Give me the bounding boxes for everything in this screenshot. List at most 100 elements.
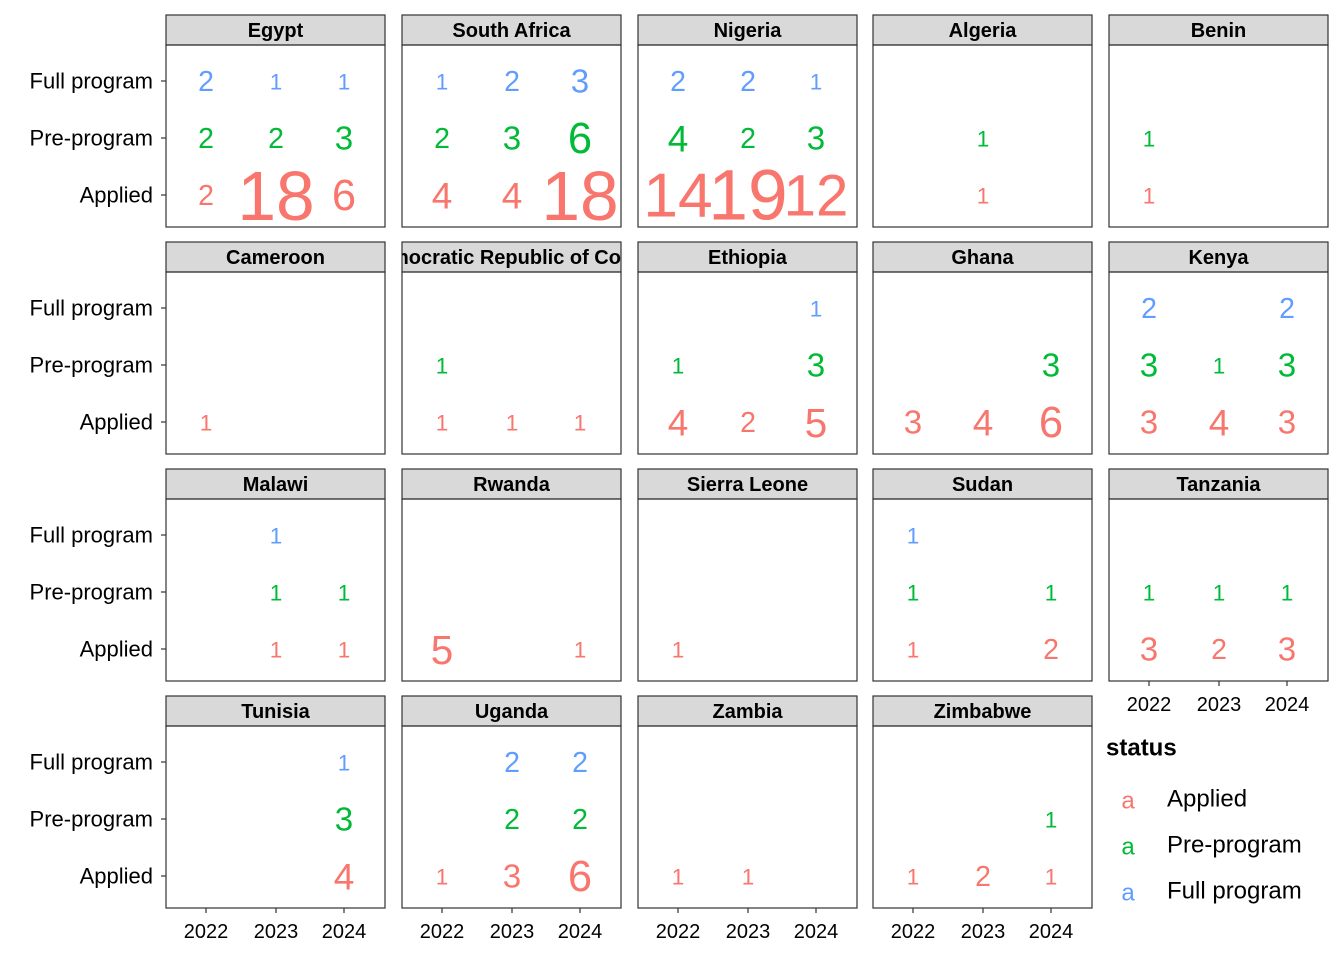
strip [1108, 241, 1329, 273]
value-label: 3 [335, 121, 353, 158]
value-label: 2 [504, 804, 520, 836]
value-label: 1 [672, 354, 685, 379]
value-label: 1 [338, 70, 351, 95]
value-label: 3 [807, 121, 825, 158]
value-label: 3 [1042, 348, 1060, 385]
value-label: 19 [708, 157, 787, 236]
y-tick-label: Pre-program [30, 580, 153, 605]
x-tick-label: 2023 [961, 921, 1006, 943]
y-tick-label: Full program [30, 69, 153, 94]
strip-title: Egypt [248, 20, 304, 42]
value-label: 4 [668, 403, 689, 444]
strip-title: Ghana [951, 247, 1014, 269]
x-tick-label: 2024 [558, 921, 603, 943]
strip [401, 695, 622, 727]
legend-title: status [1106, 735, 1177, 762]
value-label: 2 [1279, 293, 1295, 325]
value-label: 2 [740, 66, 756, 98]
value-label: 4 [668, 119, 689, 160]
value-label: 1 [907, 581, 920, 606]
value-label: 1 [1281, 581, 1294, 606]
value-label: 6 [332, 172, 356, 220]
x-tick-label: 2022 [420, 921, 465, 943]
strip [401, 241, 622, 273]
value-label: 3 [1140, 405, 1158, 442]
strip-title: Rwanda [473, 474, 551, 496]
value-label: 3 [1140, 348, 1158, 385]
value-label: 1 [977, 184, 990, 209]
value-label: 2 [740, 123, 756, 155]
value-label: 3 [1140, 632, 1158, 669]
strip [872, 695, 1093, 727]
value-label: 1 [1045, 865, 1058, 890]
value-label: 1 [907, 865, 920, 890]
value-label: 1 [436, 411, 449, 436]
value-label: 1 [1213, 581, 1226, 606]
legend-label: Full program [1167, 878, 1302, 905]
panel [1108, 271, 1329, 455]
value-label: 1 [1143, 581, 1156, 606]
value-label: 2 [504, 747, 520, 779]
strip-title: South Africa [452, 20, 571, 42]
value-label: 2 [1211, 634, 1227, 666]
value-label: 6 [568, 853, 592, 901]
value-label: 1 [574, 638, 587, 663]
value-label: 6 [568, 115, 592, 163]
panel [401, 271, 622, 455]
y-tick-label: Pre-program [30, 126, 153, 151]
value-label: 4 [502, 176, 523, 217]
value-label: 3 [335, 802, 353, 839]
x-tick-label: 2023 [490, 921, 535, 943]
value-label: 1 [506, 411, 519, 436]
panel [401, 44, 622, 228]
legend-label: Applied [1167, 786, 1247, 813]
value-label: 14 [643, 162, 712, 231]
x-tick-label: 2024 [1029, 921, 1074, 943]
legend-key: a [1121, 880, 1135, 907]
strip-title: Nigeria [714, 20, 783, 42]
strip [872, 241, 1093, 273]
y-tick-label: Applied [80, 410, 153, 435]
strip-title: Kenya [1188, 247, 1249, 269]
strip-title: Zambia [712, 701, 783, 723]
value-label: 1 [907, 638, 920, 663]
strip [1108, 14, 1329, 46]
value-label: 1 [742, 865, 755, 890]
panel [1108, 44, 1329, 228]
y-tick-label: Applied [80, 637, 153, 662]
value-label: 2 [670, 66, 686, 98]
strip [637, 241, 858, 273]
value-label: 2 [1141, 293, 1157, 325]
value-label: 3 [807, 348, 825, 385]
strip [637, 14, 858, 46]
strip [637, 695, 858, 727]
panel [872, 271, 1093, 455]
value-label: 1 [1213, 354, 1226, 379]
value-label: 18 [237, 157, 314, 235]
value-label: 12 [784, 164, 849, 229]
y-tick-label: Pre-program [30, 807, 153, 832]
x-tick-label: 2022 [891, 921, 936, 943]
strip [872, 468, 1093, 500]
panel [165, 498, 386, 682]
strip-title: Algeria [949, 20, 1018, 42]
value-label: 1 [1045, 808, 1058, 833]
panel [165, 44, 386, 228]
value-label: 1 [574, 411, 587, 436]
panel [872, 44, 1093, 228]
value-label: 2 [740, 407, 756, 439]
legend-key: a [1121, 834, 1135, 861]
panel [637, 271, 858, 455]
value-label: 1 [338, 751, 351, 776]
strip-title: Uganda [475, 701, 549, 723]
value-label: 3 [904, 405, 922, 442]
value-label: 3 [571, 64, 589, 101]
value-label: 2 [198, 180, 214, 212]
strip-title: Sierra Leone [687, 474, 808, 496]
panel [637, 498, 858, 682]
strip-title: Sudan [952, 474, 1013, 496]
strip [165, 241, 386, 273]
panel [401, 498, 622, 682]
value-label: 1 [270, 524, 283, 549]
x-tick-label: 2022 [1127, 694, 1172, 716]
